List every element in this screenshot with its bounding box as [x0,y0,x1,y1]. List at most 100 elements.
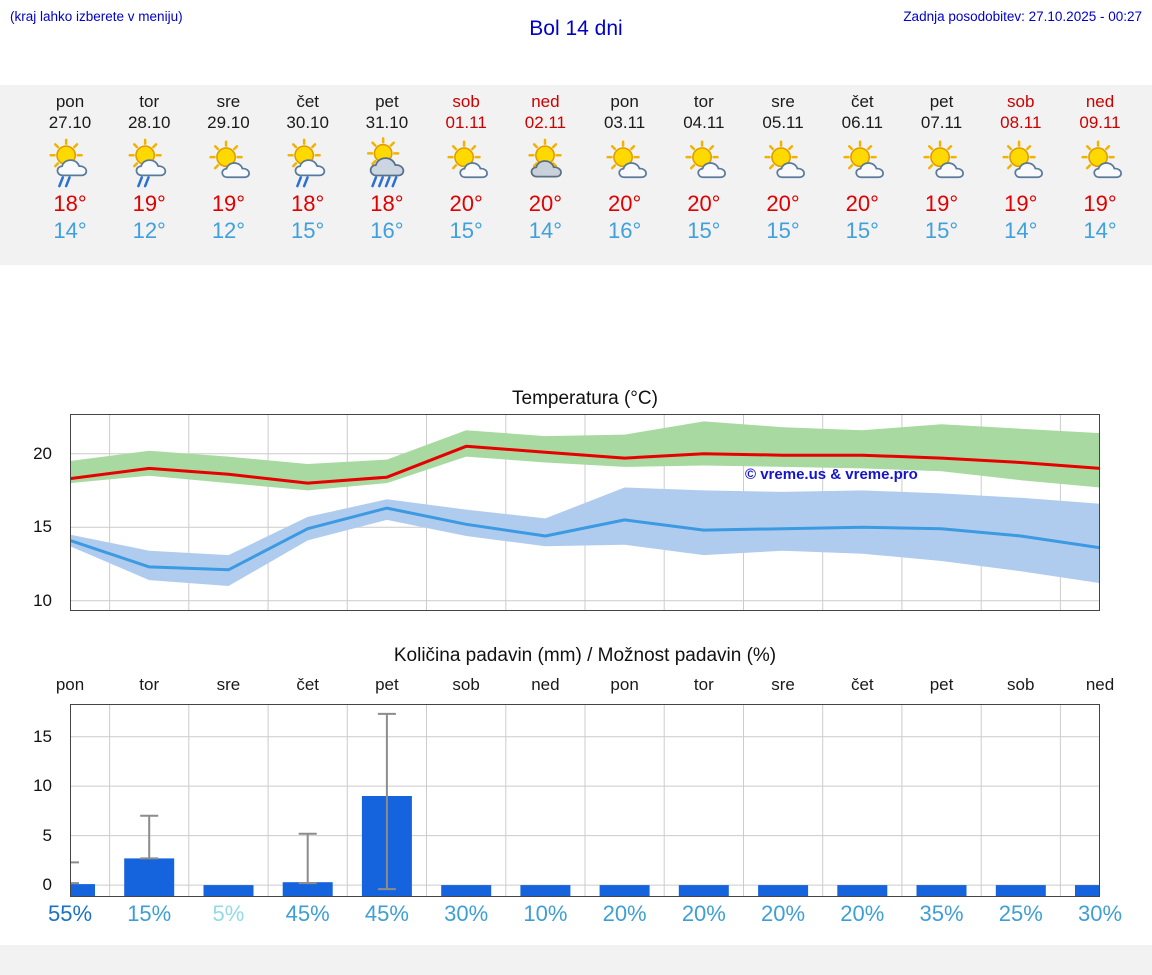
sun-small-cloud-icon [186,133,270,188]
sun-small-cloud-icon [662,133,746,188]
day-name: sre [216,92,241,111]
day-high-temp: 19° [924,191,959,216]
precip-probability: 10% [523,901,568,926]
temperature-chart: © vreme.us & vreme.pro 10 15 20 [0,414,1152,611]
day-name: sob [452,92,480,111]
precip-day-label: tor [139,675,160,694]
y-axis-tick: 20 [33,443,52,463]
day-high-temp: 19° [1083,191,1117,216]
day-date: 08.11 [1000,113,1042,132]
forecast-day: pon 27.10 18° 14° [28,91,112,244]
day-high-temp: 19° [132,191,166,216]
day-name: pet [375,92,399,111]
day-high-temp: 19° [211,191,246,216]
day-low-temp: 15° [687,218,721,243]
sun-small-cloud-icon [900,133,984,188]
day-high-temp: 20° [766,191,800,216]
sun-small-cloud-icon [1058,133,1142,188]
day-name: čet [296,92,320,111]
precip-plot [70,704,1100,897]
footer-band [0,945,1152,975]
forecast-day: sre 05.11 20° 15° [741,91,825,244]
day-date: 05.11 [762,113,804,132]
copyright-watermark[interactable]: © vreme.us & vreme.pro [745,466,918,483]
sun-gray-cloud-icon [503,133,587,188]
forecast-day: ned 02.11 20° 14° [503,91,587,244]
sun-cloud-light-rain-icon [107,133,191,188]
precip-day-label: sob [1007,675,1035,694]
sun-cloud-light-rain-icon [266,133,350,188]
day-low-temp: 15° [924,218,959,243]
day-name: pet [929,92,954,111]
sun-small-cloud-icon [979,133,1063,188]
precip-probability: 55% [47,901,93,926]
day-date: 29.10 [207,113,250,132]
sun-small-cloud-icon [424,133,508,188]
precip-day-labels: pon tor sre čet pet sob ned pon tor sre čet pet sob n… [0,675,1152,699]
precip-probability-row: 55% 15% 5% 45% 45% 30% 10% 20% 20% 20% 20% 35% 25% 30… [0,901,1152,933]
day-high-temp: 20° [528,191,563,216]
day-name: čet [850,92,874,111]
day-date: 02.11 [524,113,567,132]
day-name: sob [1007,92,1035,111]
y-axis-tick: 0 [42,875,52,895]
day-low-temp: 14° [528,218,563,243]
sun-small-cloud-icon [741,133,825,188]
day-high-temp: 19° [1004,191,1038,216]
forecast-day: ned 09.11 19° 14° [1058,91,1142,244]
precip-probability: 20% [840,901,885,926]
day-name: pon [610,92,639,111]
precip-day-label: tor [693,675,714,694]
menu-hint: (kraj lahko izberete v meniju) [10,9,183,24]
day-low-temp: 12° [132,218,166,243]
day-date: 04.11 [683,113,725,132]
sun-cloud-light-rain-icon [28,133,112,188]
day-name: tor [139,92,160,111]
day-date: 30.10 [286,113,329,132]
precip-probability: 45% [364,901,409,926]
y-axis-tick: 10 [33,776,52,796]
day-high-temp: 20° [687,191,721,216]
y-axis-tick: 5 [42,825,52,845]
temperature-chart-title: Temperatura (°C) [512,388,658,409]
precip-probability: 45% [285,901,330,926]
day-low-temp: 15° [766,218,800,243]
precip-probability: 25% [998,901,1043,926]
y-axis-tick: 15 [33,517,52,537]
day-low-temp: 15° [449,218,483,243]
sun-cloud-heavy-rain-icon [345,133,429,188]
day-name: tor [693,92,714,111]
day-low-temp: 16° [370,218,404,243]
precip-day-label: sre [216,675,241,694]
day-date: 06.11 [841,113,883,132]
day-name: ned [1085,92,1115,111]
day-high-temp: 20° [607,191,642,216]
forecast-day: čet 30.10 18° 15° [266,91,350,244]
precip-probability: 20% [602,901,647,926]
precip-day-label: sre [771,675,795,694]
day-date: 09.11 [1079,113,1121,132]
day-date: 27.10 [48,113,92,132]
day-high-temp: 20° [845,191,879,216]
precip-day-label: ned [531,675,560,694]
last-update: Zadnja posodobitev: 27.10.2025 - 00:27 [903,9,1142,24]
sun-small-cloud-icon [583,133,667,188]
day-high-temp: 20° [449,191,483,216]
precip-day-label: pet [375,675,399,694]
forecast-day: sob 08.11 19° 14° [979,91,1063,244]
day-name: ned [531,92,560,111]
y-axis-tick: 15 [33,726,52,746]
temperature-plot [70,414,1100,611]
precip-chart: 0 5 10 15 [0,704,1152,897]
day-date: 03.11 [603,113,646,132]
sun-small-cloud-icon [820,133,904,188]
forecast-day: tor 28.10 19° 12° [107,91,191,244]
day-low-temp: 12° [211,218,246,243]
precip-probability: 20% [761,901,806,926]
forecast-strip: pon 27.10 18° 14° tor 28.10 19° 12° sre 29.10 19° 1… [0,85,1152,265]
precip-chart-title: Količina padavin (mm) / Možnost padavin … [393,645,777,666]
precip-day-label: pet [929,675,954,694]
day-low-temp: 14° [1083,218,1117,243]
day-high-temp: 18° [53,191,87,216]
